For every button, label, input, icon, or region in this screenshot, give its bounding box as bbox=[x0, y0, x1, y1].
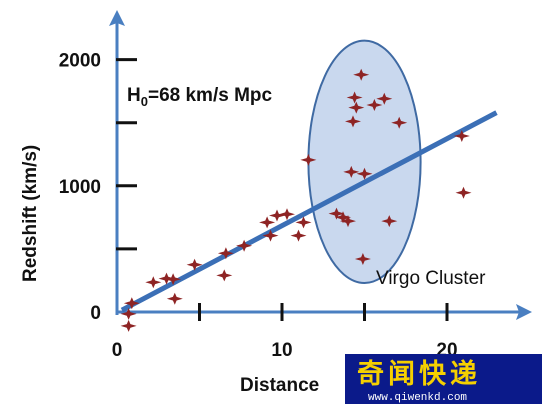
site-watermark: 奇闻快递 www.qiwenkd.com bbox=[345, 354, 542, 404]
data-point bbox=[353, 68, 370, 81]
data-point bbox=[216, 269, 233, 282]
data-point bbox=[217, 247, 234, 260]
data-point bbox=[328, 207, 345, 220]
data-point bbox=[120, 319, 137, 332]
data-point bbox=[343, 165, 360, 178]
data-point bbox=[455, 186, 472, 199]
watermark-text: 奇闻快递 bbox=[357, 358, 481, 390]
data-point bbox=[236, 239, 253, 252]
data-point bbox=[300, 153, 317, 166]
watermark-url: www.qiwenkd.com bbox=[368, 392, 467, 404]
data-point bbox=[186, 258, 203, 271]
data-point bbox=[348, 101, 365, 114]
y-tick-label: 1000 bbox=[59, 177, 101, 198]
data-point bbox=[366, 99, 383, 111]
watermark-background bbox=[345, 354, 542, 404]
x-axis-arrowhead bbox=[516, 304, 532, 320]
x-tick-label: 0 bbox=[112, 340, 123, 361]
data-point bbox=[345, 115, 361, 128]
data-point bbox=[269, 209, 285, 222]
data-point bbox=[259, 216, 276, 229]
data-point bbox=[262, 229, 279, 242]
data-point bbox=[145, 276, 162, 289]
x-tick-label: 10 bbox=[271, 340, 292, 361]
data-point bbox=[376, 92, 393, 105]
data-point bbox=[346, 91, 363, 104]
y-tick-labels: 0 1000 2000 bbox=[59, 51, 101, 324]
data-point bbox=[123, 297, 140, 310]
data-point bbox=[295, 216, 312, 229]
data-point bbox=[391, 116, 408, 129]
data-point bbox=[279, 208, 295, 221]
data-point bbox=[165, 273, 182, 286]
y-axis-arrowhead bbox=[109, 10, 125, 26]
x-ticks bbox=[198, 303, 449, 321]
data-point bbox=[381, 215, 398, 228]
data-points bbox=[120, 68, 472, 332]
y-tick-label: 2000 bbox=[59, 51, 101, 72]
data-point bbox=[290, 229, 307, 242]
hubble-constant-label: H0=68 km/s Mpc bbox=[127, 85, 272, 109]
y-ticks bbox=[116, 58, 137, 251]
data-point bbox=[166, 292, 183, 305]
data-point bbox=[120, 307, 137, 320]
y-axis-title: Redshift (km/s) bbox=[20, 145, 41, 282]
data-point bbox=[340, 215, 356, 228]
data-point bbox=[356, 167, 373, 180]
data-point bbox=[335, 211, 351, 224]
x-axis-title: Distance bbox=[240, 375, 319, 396]
virgo-cluster-label: Virgo Cluster bbox=[376, 268, 486, 289]
y-tick-label: 0 bbox=[90, 303, 101, 324]
data-point bbox=[453, 130, 470, 142]
data-point bbox=[354, 253, 371, 265]
hubble-fit-line bbox=[120, 110, 498, 313]
data-point bbox=[158, 272, 175, 285]
